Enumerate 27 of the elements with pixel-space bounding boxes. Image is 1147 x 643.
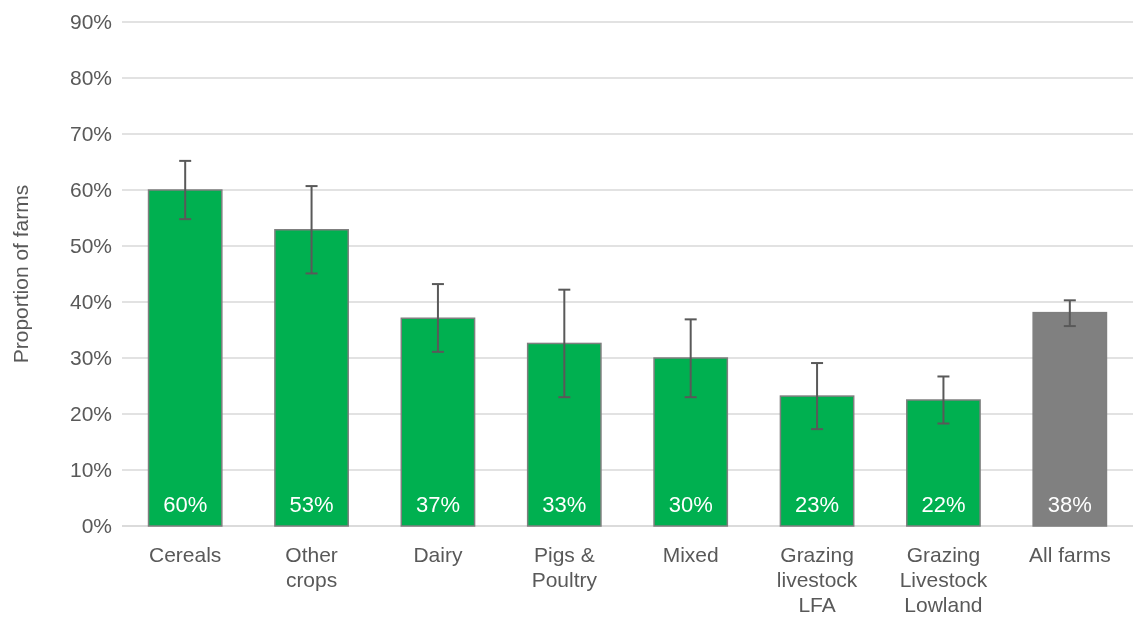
x-tick-label: Mixed [662,543,719,566]
data-label: 60% [163,492,208,517]
x-tick-label: Other crops [285,543,338,591]
y-tick-label: 60% [69,178,112,202]
data-label: 33% [542,492,587,517]
y-tick-label: 90% [69,10,112,34]
data-label: 23% [795,492,840,517]
data-label: 38% [1047,492,1092,517]
data-label: 53% [289,492,334,517]
data-label: 22% [921,492,966,517]
y-tick-label: 0% [81,514,112,538]
y-tick-label: 20% [69,402,112,426]
y-tick-label: 40% [69,290,112,314]
y-tick-label: 10% [69,458,112,482]
x-tick-label: Grazing Livestock Lowland [899,543,988,616]
x-tick-label: Cereals [149,543,222,566]
y-axis-title: Proportion of farms [9,184,32,364]
x-tick-label: Pigs & Poultry [531,543,598,591]
data-label: 37% [415,492,460,517]
y-tick-label: 30% [69,346,112,370]
x-tick-label: Grazing livestock LFA [776,543,858,616]
data-label: 30% [668,492,713,517]
y-tick-label: 70% [69,122,112,146]
x-tick-label: All farms [1028,543,1111,566]
y-tick-label: 80% [69,66,112,90]
x-tick-label: Dairy [413,543,463,566]
y-tick-label: 50% [69,234,112,258]
